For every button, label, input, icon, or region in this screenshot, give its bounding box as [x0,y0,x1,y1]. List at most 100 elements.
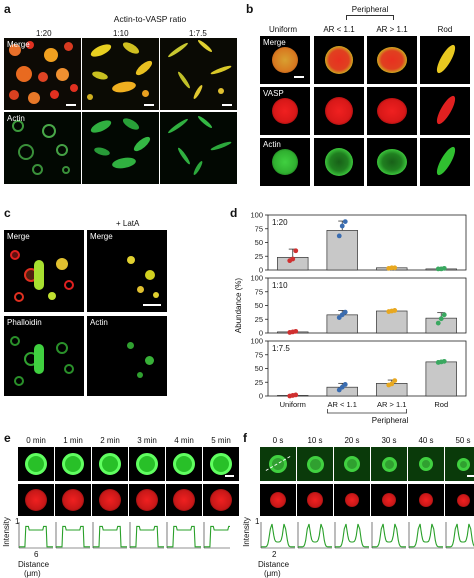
f-time-label: 10 s [307,436,323,445]
y-tick-label: 100 [250,274,263,283]
scale-bar [66,104,76,106]
panel-f-ylabel: Intensity [241,517,251,547]
panel-b-actin-uniform: Actin [260,138,310,186]
e-actin-frame [92,447,128,481]
panel-e-ytick: 1 [15,517,20,526]
panel-c-actin-lata: Actin [87,316,167,396]
data-point [392,308,398,313]
panel-b-merge-ar-gt [367,36,417,84]
data-point [392,265,398,271]
x-tick-label: Uniform [280,400,306,409]
x-tick-label: Rod [434,400,448,409]
f-actin-frame [334,447,370,481]
panel-a-merge-label: Merge [7,40,30,49]
panel-a-actin-1-20: Actin [4,112,81,184]
panel-f-xunit: (μm) [264,569,281,578]
f-actin-frame [445,447,474,481]
panel-b-vasp-ar-lt [314,87,364,135]
panel-a-merge-1-7-5 [160,38,237,110]
panel-b-merge-uniform: Merge [260,36,310,84]
data-point [293,248,299,254]
panel-a-merge-1-20: Merge [4,38,81,110]
scale-bar [225,475,234,477]
panel-d-group-label: Peripheral [371,416,409,425]
panel-b-vasp-uniform: VASP [260,87,310,135]
panel-a-ratio-2: 1:10 [113,29,129,38]
panel-b-group-bracket [346,15,394,20]
data-point [339,223,345,229]
intensity-profile [446,523,474,548]
f-actin-frame [260,447,296,481]
e-time-label: 3 min [137,436,157,445]
panel-a-actin-1-10 [82,112,159,184]
bar [376,310,408,334]
data-point [342,309,348,315]
panel-b-actin-label: Actin [263,140,281,149]
y-tick-label: 100 [250,337,263,346]
panel-b-label: b [246,2,254,16]
panel-e-intensity-profiles [18,522,230,549]
intensity-profile [19,525,53,548]
e-actin-frame [129,447,165,481]
panel-b-col-uniform: Uniform [268,25,297,34]
panel-b-col-ar-lt: AR < 1.1 [323,25,355,34]
panel-c-phalloidin-label: Phalloidin [7,318,42,327]
scale-bar [294,76,304,78]
panel-b-group-label: Peripheral [351,5,389,14]
panel-b-col-rod: Rod [437,25,453,34]
e-vasp-frame [55,484,91,516]
panel-b-vasp-ar-gt [367,87,417,135]
panel-d-bar-chart: 0 25 50 75 100 1:20 0 25 50 75 100 1:10 0 25 50 75 100 1:… [234,211,467,414]
data-point [293,328,299,334]
intensity-profile [261,523,295,548]
panel-e-xunit: (μm) [24,569,41,578]
e-time-label: 5 min [211,436,231,445]
f-time-label: 0 s [272,436,284,445]
panel-c-treatment: + LatA [116,219,140,228]
e-vasp-frame [92,484,128,516]
scale-bar [467,475,474,477]
panel-c-merge-lata: Merge [87,230,167,312]
panel-b-col-ar-gt: AR > 1.1 [376,25,408,34]
f-time-label: 30 s [381,436,397,445]
scale-bar [222,104,232,106]
e-actin-frame [203,447,239,481]
data-point [342,382,348,387]
data-point [293,392,299,398]
panel-f-ytick: 1 [255,517,260,526]
y-tick-label: 75 [255,224,263,233]
e-actin-frame [166,447,202,481]
panel-d-label: d [230,206,238,220]
data-point [441,358,447,364]
intensity-profile [298,523,332,548]
bar [326,314,358,334]
data-point [438,316,444,322]
f-time-label: 40 s [418,436,434,445]
data-point [392,378,398,383]
y-tick-label: 75 [255,287,263,296]
subplot-ratio-label: 1:7.5 [272,344,290,353]
data-point [441,312,447,318]
data-point [389,381,395,387]
f-vasp-frame [371,484,407,516]
panel-f-label: f [243,431,247,445]
y-tick-label: 0 [259,392,263,401]
scale-bar [143,304,161,306]
x-tick-label: AR < 1.1 [328,400,357,409]
panel-b-actin-ar-lt [314,138,364,186]
bar [326,230,358,271]
panel-e-xtick: 6 [34,550,39,559]
panel-c-phalloidin-control: Phalloidin [4,316,84,396]
y-tick-label: 25 [255,315,263,324]
f-vasp-frame [445,484,474,516]
panel-c-merge-control: Merge [4,230,84,312]
intensity-profile [130,525,164,548]
x-tick-label: AR > 1.1 [377,400,406,409]
panel-a-actin-1-7-5 [160,112,237,184]
panel-a-header: Actin-to-VASP ratio [113,14,187,24]
panel-b-merge-label: Merge [263,38,286,47]
group-bracket [327,409,407,414]
panel-b-vasp-label: VASP [263,89,284,98]
subplot-ratio-label: 1:10 [272,281,288,290]
f-actin-frame [371,447,407,481]
